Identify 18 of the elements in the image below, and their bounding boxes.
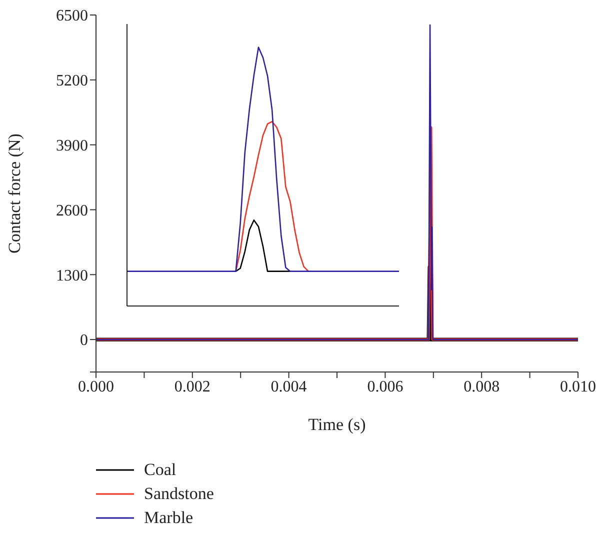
x-axis-title: Time (s) <box>308 415 366 434</box>
legend-label: Marble <box>144 508 194 528</box>
x-tick-label: 0.002 <box>174 378 210 396</box>
x-tick-label: 0.010 <box>560 378 596 396</box>
legend-label: Sandstone <box>144 484 214 504</box>
y-tick-label: 3900 <box>56 138 88 154</box>
y-tick-label: 6500 <box>56 8 88 25</box>
y-tick-label: 1300 <box>56 267 88 284</box>
y-axis-title: Contact force (N) <box>5 134 24 254</box>
line-series <box>96 24 578 340</box>
x-tick-label: 0.000 <box>78 378 114 396</box>
x-tick-label: 0.004 <box>270 378 307 396</box>
x-tick-label: 0.006 <box>367 378 404 396</box>
y-tick-label: 5200 <box>56 72 88 90</box>
y-tick-label: 2600 <box>56 202 88 220</box>
legend-label: Coal <box>144 460 176 480</box>
x-tick-label: 0.008 <box>464 378 500 396</box>
y-tick-label: 0 <box>80 332 88 350</box>
